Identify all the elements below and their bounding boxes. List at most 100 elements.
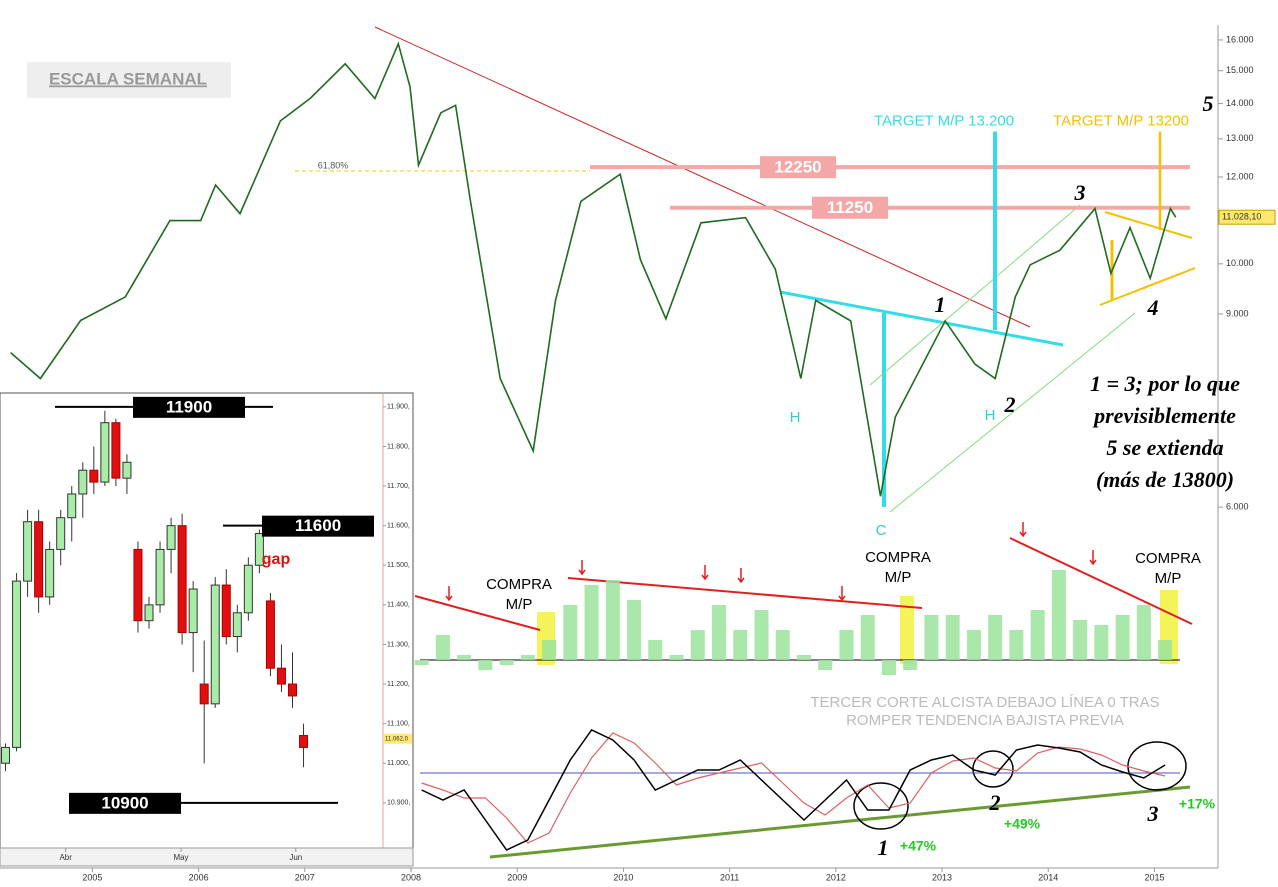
candle-body (144, 604, 154, 622)
price-tag-box (384, 733, 412, 744)
level-label-box (812, 196, 888, 219)
x-tick-label: 2015 (1144, 872, 1164, 882)
candle-body (78, 469, 88, 495)
y-tick-label: 11.300, (387, 641, 410, 648)
histogram-bar (839, 630, 854, 660)
histogram-bar (542, 640, 557, 660)
candle-body (243, 564, 253, 614)
price-tag-box (1218, 209, 1276, 225)
annotation: COMPRA (865, 549, 931, 566)
annotation: TERCER CORTE ALCISTA DEBAJO LÍNEA 0 TRAS (810, 694, 1159, 711)
price-line (10, 41, 1177, 497)
candle-body (188, 588, 198, 634)
y-tick-label: 10.900, (387, 800, 410, 807)
histogram-bar (1136, 605, 1151, 660)
candle-body (56, 517, 66, 550)
annotation: 3 (1074, 180, 1086, 205)
annotation: 1 (878, 835, 889, 860)
price-tag: 11.028,10 (1222, 212, 1261, 222)
trend-line (374, 26, 1031, 328)
y-tick-label: 11.100, (387, 721, 410, 728)
histogram-bar (881, 660, 896, 675)
annotation: +47% (900, 838, 937, 854)
channel-line (889, 312, 1136, 513)
channel-line (869, 204, 1081, 386)
level-label-box (760, 156, 836, 179)
y-tick-label: 12.000 (1226, 171, 1254, 181)
histogram-bar (860, 615, 875, 660)
x-tick-label: May (173, 853, 188, 862)
histogram-bar (924, 615, 939, 660)
histogram-bar (754, 610, 769, 660)
histogram-bar (605, 580, 620, 660)
annotation: ROMPER TENDENCIA BAJISTA PREVIA (846, 712, 1124, 729)
annotation: C (876, 522, 887, 539)
candle-body (210, 584, 220, 705)
histogram-bar (796, 655, 811, 660)
histogram-bar (1094, 625, 1109, 660)
candle-body (199, 683, 209, 705)
candle-body (45, 548, 55, 598)
histogram-bar (690, 630, 705, 660)
y-tick-label: 15.000 (1226, 65, 1254, 75)
annotation: M/P (1155, 570, 1182, 587)
y-tick-label: 11.700, (387, 483, 410, 490)
candle-body (287, 683, 297, 697)
annotation: 61,80% (318, 160, 349, 170)
candle-body (122, 461, 132, 479)
annotation: previsiblemente (1092, 403, 1236, 428)
candle-body (276, 667, 286, 685)
y-tick-label: 11.400, (387, 602, 410, 609)
highlight (900, 596, 914, 664)
signal-arrows (445, 522, 1097, 602)
histogram-bar (1051, 570, 1066, 660)
candle-body (34, 521, 44, 598)
histogram-bar (818, 660, 833, 670)
candle-body (265, 600, 275, 669)
candle-body (23, 521, 33, 582)
y-tick-label: 11.200, (387, 681, 410, 688)
histogram-bar (499, 660, 514, 665)
histogram-bar (903, 660, 918, 670)
annotation: +49% (1004, 816, 1041, 832)
dynamic: 16.00015.00014.00013.00012.00010.0009.00… (10, 34, 1276, 882)
candle-body (299, 735, 309, 748)
x-tick-label: Abr (59, 853, 72, 862)
annotation: H (985, 407, 996, 424)
y-tick-label: 16.000 (1226, 34, 1254, 44)
histogram-bar (945, 615, 960, 660)
histogram-bar (457, 655, 472, 660)
annotation: 5 se extienda (1106, 435, 1223, 460)
histogram-bar (1030, 610, 1045, 660)
x-tick-label: 2006 (189, 872, 209, 882)
x-tick-label: 2009 (507, 872, 527, 882)
annotation: COMPRA (486, 576, 552, 593)
histogram-bar (775, 630, 790, 660)
label-box (27, 62, 231, 98)
level-label-box (133, 396, 245, 418)
candle-body (166, 525, 176, 550)
indicator-trend-lines (414, 537, 1193, 631)
x-tick-label: 2010 (613, 872, 633, 882)
candle-body (155, 548, 165, 606)
neckline (779, 290, 1064, 347)
histogram-bar (563, 605, 578, 660)
annotation: M/P (885, 569, 912, 586)
x-tick-label: 2011 (720, 872, 739, 882)
level-label-box (262, 515, 374, 537)
annotation: 1 = 3; por lo que (1090, 371, 1240, 396)
y-tick-label: 13.000 (1226, 133, 1254, 143)
annotation: 2 (989, 790, 1001, 815)
annotation: gap (262, 551, 291, 568)
y-tick-label: 9.000 (1226, 308, 1249, 318)
histogram-bar (669, 655, 684, 660)
x-tick-label: 2012 (826, 872, 846, 882)
y-tick-label: 11.900, (387, 404, 410, 411)
triangle-line (1104, 211, 1193, 239)
histogram-bar (733, 630, 748, 660)
candle-body (12, 580, 22, 748)
histogram-bar (1073, 620, 1088, 660)
inset-chart: 11.900, 11.800, 11.700, 11.600, 11.500, 11.40… (0, 392, 414, 867)
target-label: TARGET M/P 13200 (1053, 113, 1189, 130)
x-tick-label: 2014 (1038, 872, 1058, 882)
